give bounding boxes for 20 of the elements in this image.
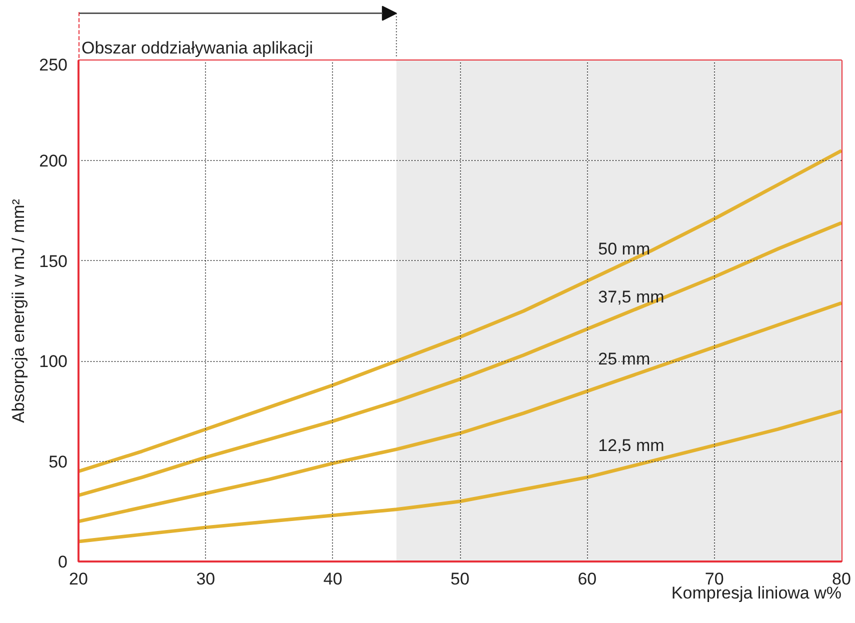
series-label: 50 mm	[598, 239, 650, 258]
series-label: 37,5 mm	[598, 288, 664, 307]
band-label: Obszar oddziaływania aplikacji	[82, 38, 314, 58]
y-tick-label: 150	[39, 252, 68, 271]
line-series	[78, 409, 842, 544]
y-tick-label: 100	[39, 352, 68, 372]
x-tick-label: 60	[578, 570, 597, 588]
x-tick-label: 50	[450, 570, 470, 588]
y-axis-title: Absorpcja energii w mJ / mm²	[9, 198, 28, 423]
x-tick-label: 40	[323, 570, 342, 588]
series-label: 12,5 mm	[598, 436, 664, 455]
x-tick-label: 20	[69, 570, 88, 588]
y-tick-label: 250	[39, 56, 68, 74]
y-tick-label: 0	[58, 552, 68, 572]
series-label: 25 mm	[598, 350, 650, 369]
line-series	[78, 221, 842, 498]
line-series	[78, 148, 842, 474]
y-tick-label: 200	[39, 152, 68, 171]
y-tick-label: 50	[48, 452, 68, 472]
x-tick-label: 30	[196, 570, 216, 588]
